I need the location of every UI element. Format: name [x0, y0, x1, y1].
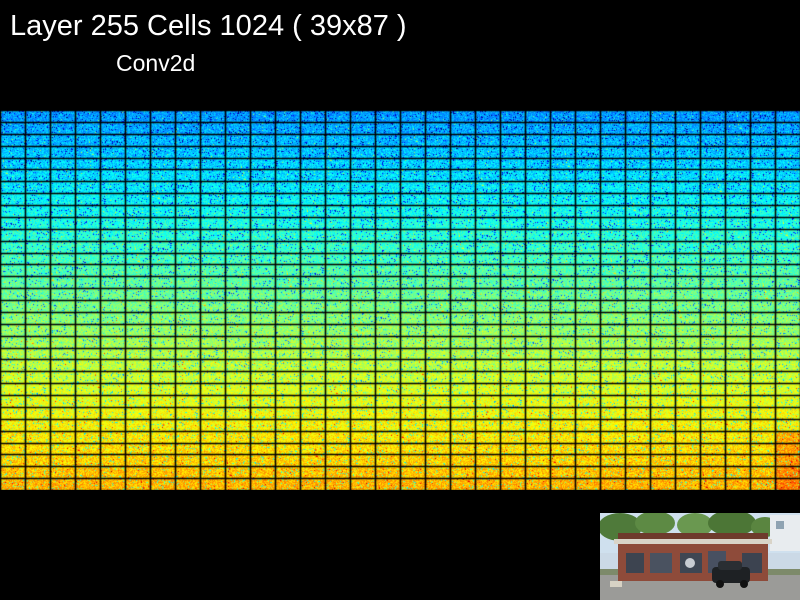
layer-type-label: Conv2d [116, 50, 196, 76]
layer-title: Layer 255 Cells 1024 ( 39x87 ) [10, 10, 407, 42]
feature-map-canvas [0, 110, 800, 490]
input-image-thumbnail [600, 513, 800, 600]
feature-map-grid [0, 110, 800, 490]
input-image-icon [600, 513, 800, 600]
